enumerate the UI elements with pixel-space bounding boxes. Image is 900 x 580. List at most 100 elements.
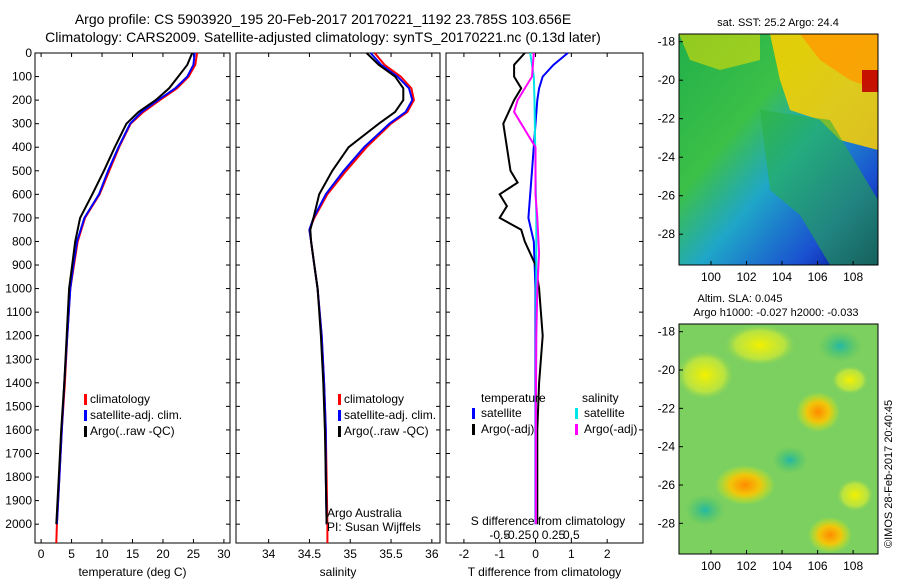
sla-map (677, 323, 879, 555)
x2-tick-label-difference: 0 (532, 528, 539, 542)
sst-map (678, 33, 879, 266)
temperature-legend-swatch-1 (84, 410, 87, 421)
y-tick-label: 900 (12, 258, 32, 272)
y-tick-label: 1200 (5, 329, 32, 343)
figure-title-line1: Argo profile: CS 5903920_195 20-Feb-2017… (74, 11, 572, 27)
y-tick-label: 800 (12, 234, 32, 248)
x-tick-label-difference: -2 (459, 547, 470, 561)
x-tick-label-difference: 0 (532, 547, 539, 561)
sla-low-3 (772, 446, 808, 474)
salinity-legend-swatch-2 (338, 426, 341, 437)
sst-yellow-band (679, 34, 760, 70)
map-x-tick-label-sla-map: 104 (772, 559, 792, 573)
map-x-tick-label-sst-map: 108 (843, 270, 863, 284)
sla-low-2 (685, 494, 725, 526)
x2-axis-label-difference: S difference from climatology (471, 514, 626, 528)
diff-legend-swatch-1 (472, 424, 475, 435)
x-tick-label-salinity: 34.5 (298, 547, 322, 561)
imos-stamp: ©IMOS 28-Feb-2017 20:40:45 (883, 400, 895, 548)
x-tick-label-temperature: 30 (217, 547, 231, 561)
sla-high-6 (808, 517, 852, 553)
y-tick-label: 200 (12, 93, 32, 107)
y-tick-label: 0 (25, 46, 32, 60)
diff-legend-label-1: Argo(-adj) (481, 422, 534, 436)
sla-map-title-2: Argo h1000: -0.027 h2000: -0.033 (693, 307, 858, 319)
y-tick-label: 1400 (5, 376, 32, 390)
map-y-tick-label-sst-map: -24 (658, 150, 676, 164)
x-tick-label-difference: -1 (494, 547, 505, 561)
x-tick-label-temperature: 25 (187, 547, 201, 561)
map-y-tick-label-sla-map: -22 (658, 401, 676, 415)
y-tick-label: 700 (12, 211, 32, 225)
y-tick-label: 600 (12, 187, 32, 201)
sla-high-5 (832, 366, 868, 394)
series-line-temperature-2 (55, 52, 194, 525)
series-line-salinity-2 (309, 52, 405, 525)
sst-map-title: sat. SST: 25.2 Argo: 24.4 (717, 17, 839, 29)
diff-legend-title-temperature: temperature (481, 391, 546, 405)
diff-legend-label-2: satellite (584, 406, 625, 420)
x-axis-label-temperature: temperature (deg C) (78, 565, 186, 579)
diff-legend-swatch-3 (575, 424, 578, 435)
sla-high-2 (725, 325, 795, 365)
salinity-annotation-0: Argo Australia (327, 506, 402, 520)
x-tick-label-temperature: 5 (68, 547, 75, 561)
y-tick-label: 2000 (5, 517, 32, 531)
series-line-temperature-0 (55, 52, 199, 544)
y-tick-label: 1300 (5, 352, 32, 366)
sst-hotspot (862, 70, 878, 92)
salinity-legend-label-0: climatology (344, 392, 404, 406)
diff-legend-label-0: satellite (481, 406, 522, 420)
y-tick-label: 1500 (5, 399, 32, 413)
diff-legend-title-salinity: salinity (582, 391, 619, 405)
x-axis-label-difference: T difference from climatology (468, 565, 622, 579)
sla-frame (678, 323, 879, 555)
map-y-tick-label-sst-map: -18 (658, 35, 676, 49)
x2-tick-label-difference: 0.5 (563, 528, 580, 542)
map-y-tick-label-sla-map: -26 (658, 478, 676, 492)
salinity-legend-label-1: satellite-adj. clim. (344, 408, 436, 422)
temperature-legend-swatch-2 (84, 426, 87, 437)
map-x-tick-label-sla-map: 106 (808, 559, 828, 573)
map-y-tick-label-sst-map: -22 (658, 112, 676, 126)
y-tick-label: 500 (12, 164, 32, 178)
x2-tick-label-difference: -0.25 (504, 528, 532, 542)
salinity-legend-label-2: Argo(..raw -QC) (344, 424, 429, 438)
map-y-tick-label-sst-map: -28 (658, 227, 676, 241)
y-tick-label: 100 (12, 70, 32, 84)
map-y-tick-label-sla-map: -24 (658, 440, 676, 454)
series-line-difference-1 (498, 52, 544, 525)
map-y-tick-label-sla-map: -18 (658, 325, 676, 339)
temperature-legend-swatch-0 (84, 394, 87, 405)
salinity-legend-swatch-1 (338, 410, 341, 421)
map-y-tick-label-sla-map: -28 (658, 516, 676, 530)
x-tick-label-salinity: 35.5 (379, 547, 403, 561)
sst-green-region (760, 110, 878, 265)
sla-map-title-1: Altim. SLA: 0.045 (698, 293, 783, 305)
y-tick-label: 300 (12, 117, 32, 131)
temperature-legend-label-1: satellite-adj. clim. (90, 408, 182, 422)
profile-charts: 0 5 10 15 20 25 300100200300400500600700800900… (5, 46, 644, 579)
y-tick-label: 1100 (6, 305, 32, 319)
map-y-tick-label-sst-map: -26 (658, 189, 676, 203)
x2-tick-label-difference: -0.5 (489, 528, 510, 542)
sla-high-3 (796, 392, 840, 432)
temperature-legend-label-0: climatology (90, 392, 150, 406)
x-tick-label-temperature: 15 (126, 547, 140, 561)
salinity-annotation-1: PI: Susan Wijffels (327, 520, 421, 534)
x-tick-label-temperature: 10 (95, 547, 109, 561)
temperature-legend-label-2: Argo(..raw -QC) (90, 424, 175, 438)
sla-high-7 (837, 479, 873, 511)
map-x-tick-label-sst-map: 106 (808, 270, 828, 284)
x-tick-label-salinity: 36 (425, 547, 439, 561)
x-tick-label-salinity: 35 (344, 547, 358, 561)
figure-title-line2: Climatology: CARS2009. Satellite-adjuste… (45, 29, 601, 45)
y-tick-label: 1000 (5, 282, 32, 296)
x-axis-label-salinity: salinity (320, 565, 357, 579)
series-line-difference-3 (513, 52, 541, 525)
map-x-tick-label-sla-map: 108 (843, 559, 863, 573)
map-y-tick-label-sst-map: -20 (658, 73, 676, 87)
y-tick-label: 1700 (5, 446, 32, 460)
diff-legend-label-3: Argo(-adj) (584, 422, 637, 436)
